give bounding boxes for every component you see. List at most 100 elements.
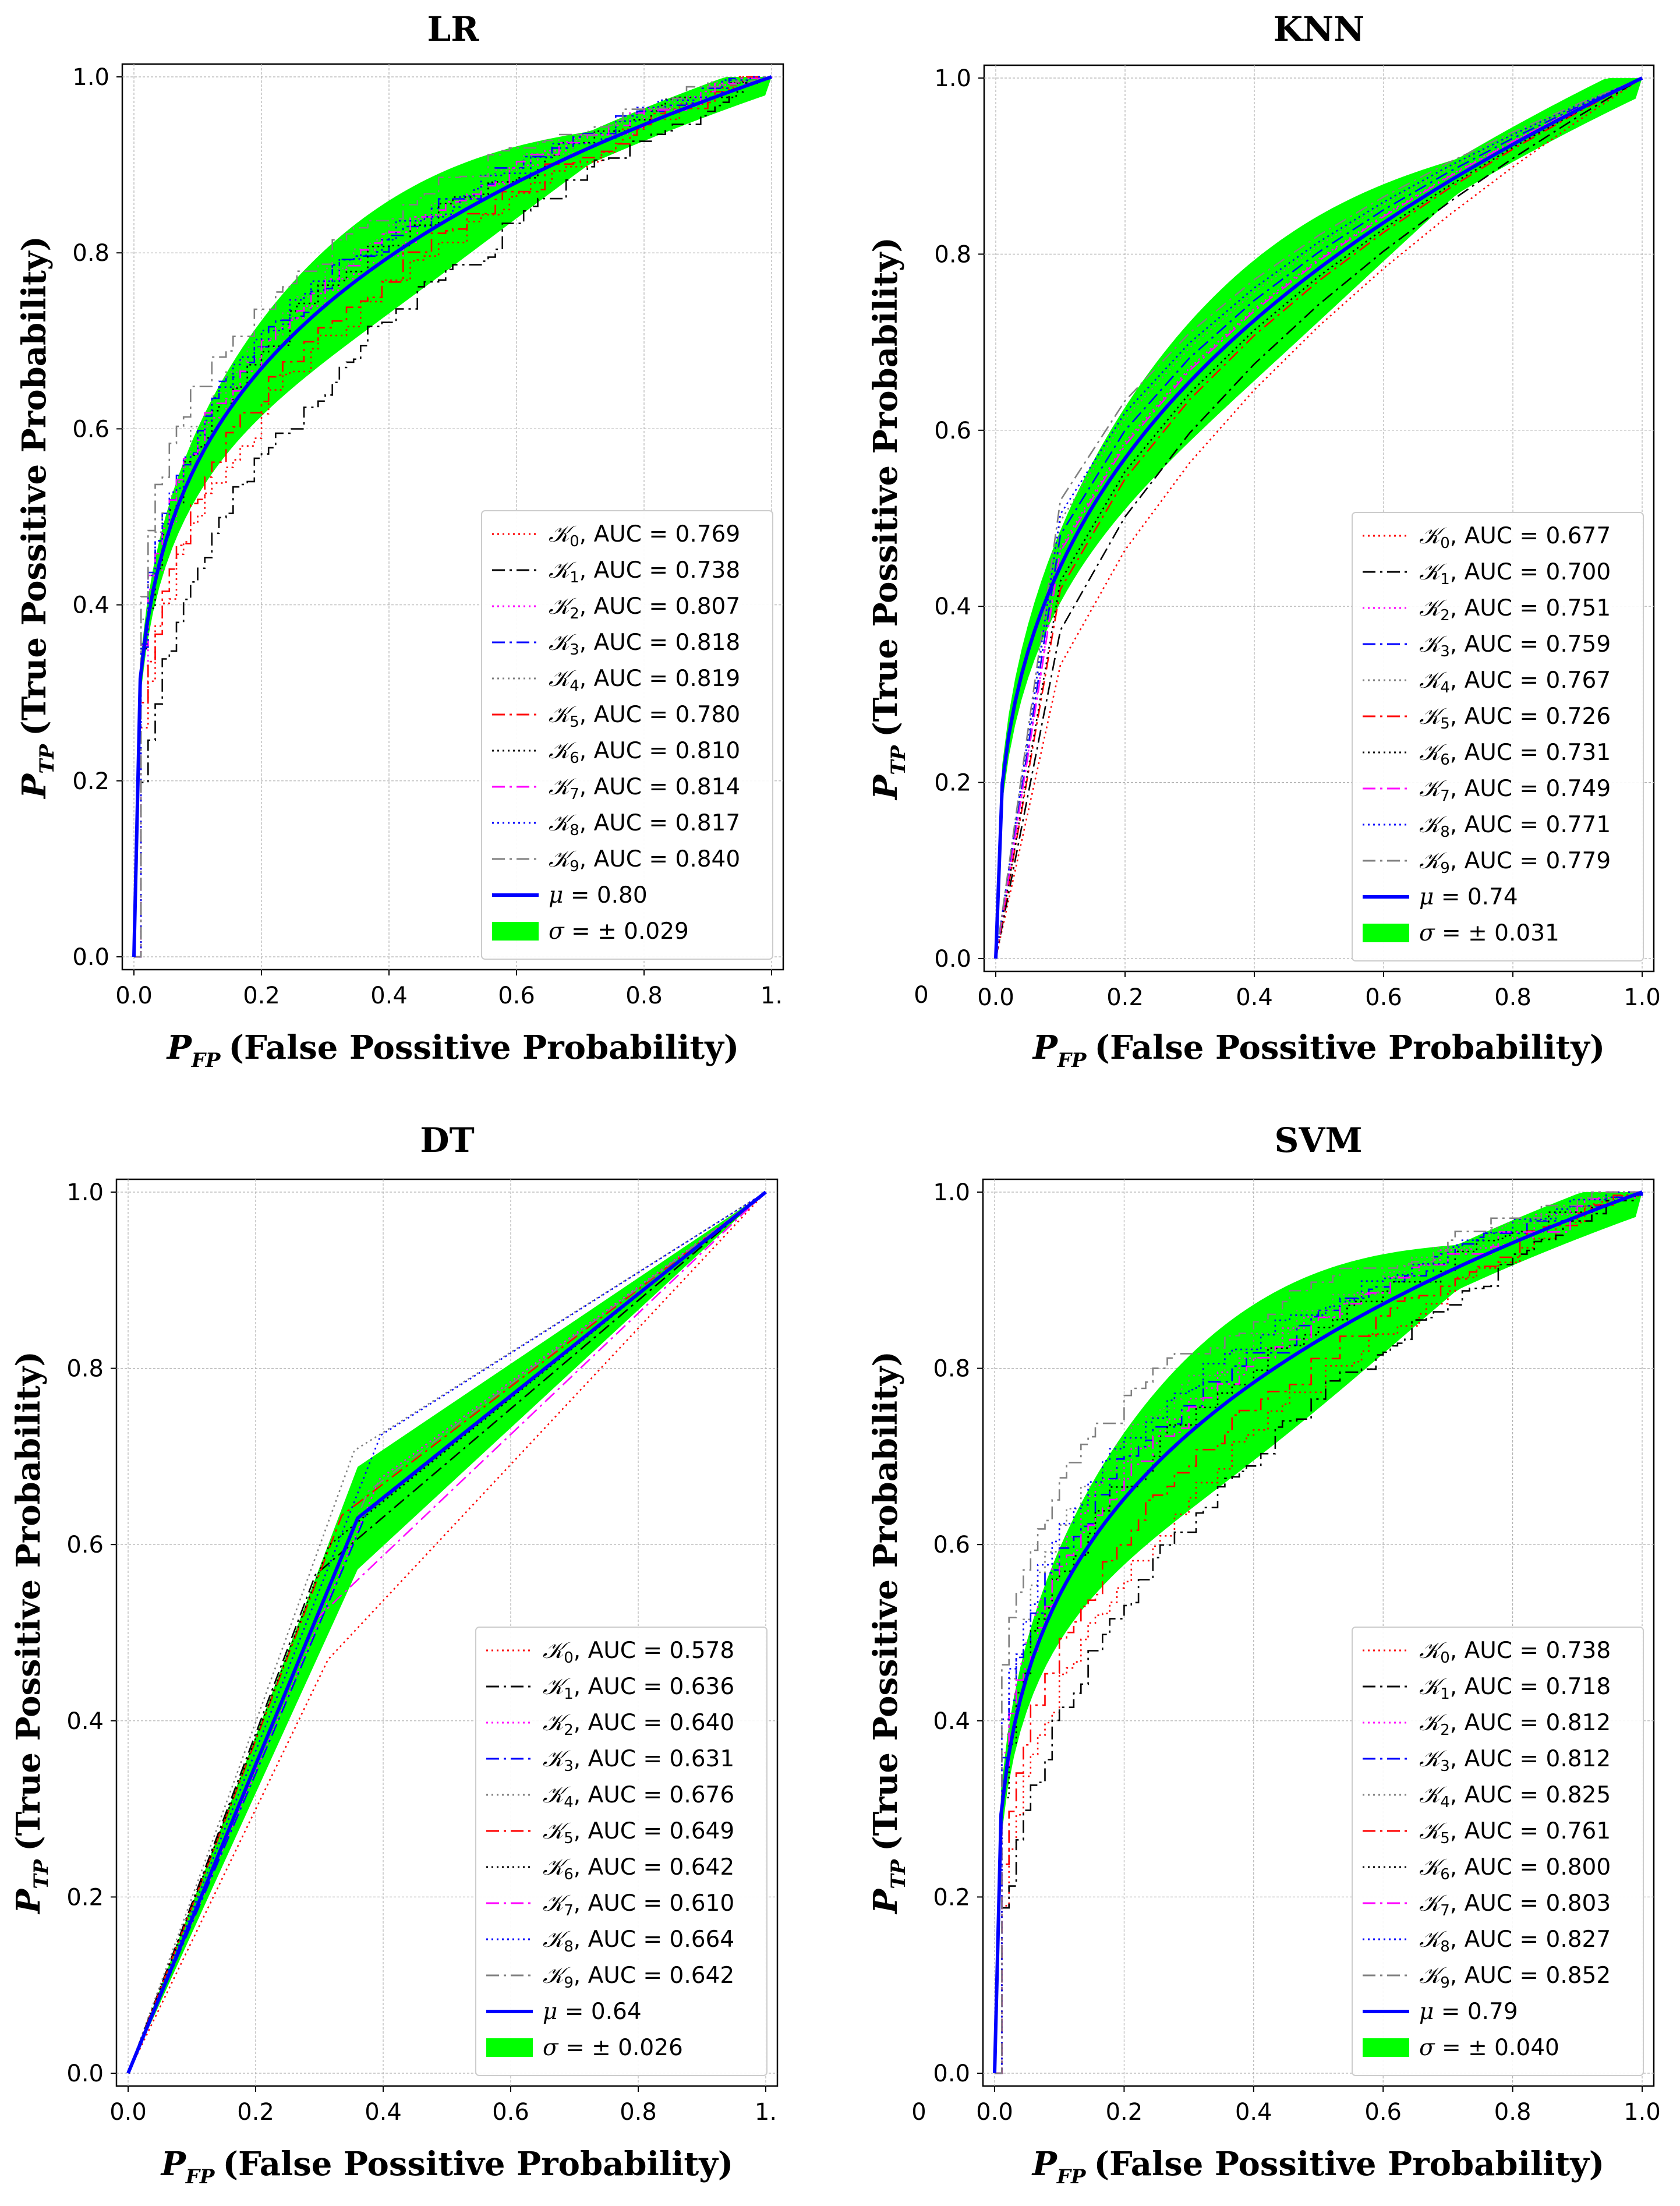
y-tick-label: 0.4 — [933, 1708, 970, 1735]
roc-curve-k3 — [127, 1191, 766, 2074]
legend-auc-prefix: , AUC = — [574, 1746, 670, 1772]
legend-subscript: 5 — [570, 713, 579, 731]
legend-auc-value: 0.852 — [1546, 1963, 1611, 1989]
legend-subscript: 8 — [564, 1938, 574, 1956]
chart-title: KNN — [1274, 9, 1364, 49]
roc-curve-k3 — [995, 77, 1643, 959]
legend-auc-prefix: , AUC = — [579, 846, 675, 872]
legend-label-k9: 𝒦9, AUC = 0.779 — [1419, 848, 1611, 877]
legend-subscript: 4 — [570, 677, 579, 695]
legend-label-k8: 𝒦8, AUC = 0.664 — [543, 1926, 734, 1956]
y-axis-text: (True Possitive Probability) — [9, 1351, 48, 1851]
legend-subscript: 0 — [1440, 1649, 1450, 1667]
legend-auc-prefix: , AUC = — [579, 666, 675, 692]
x-tick-label: 0.0 — [115, 982, 153, 1009]
legend-label-k7: 𝒦7, AUC = 0.814 — [549, 774, 740, 803]
roc-curve-k4 — [995, 77, 1643, 959]
legend-auc-prefix: , AUC = — [1450, 1746, 1546, 1772]
legend-label-k8: 𝒦8, AUC = 0.827 — [1419, 1926, 1611, 1956]
x-tick-label: 0.8 — [1494, 2099, 1532, 2126]
legend-auc-prefix: , AUC = — [574, 1854, 670, 1880]
legend-label-k1: 𝒦1, AUC = 0.700 — [1419, 559, 1611, 588]
legend-label-mean: μ = 0.79 — [1419, 1999, 1518, 2025]
roc-curve-k0 — [995, 77, 1643, 959]
mean-roc-curve — [126, 1190, 767, 2074]
x-tick-label: 0.2 — [1106, 2099, 1143, 2126]
roc-curve-k5 — [134, 76, 772, 958]
legend-auc-prefix: , AUC = — [574, 1926, 670, 1953]
legend-auc-prefix: , AUC = — [579, 557, 675, 584]
legend-label-mean: μ = 0.74 — [1419, 884, 1518, 910]
legend-auc-prefix: , AUC = — [1450, 595, 1546, 621]
legend-subscript: 4 — [1440, 679, 1450, 697]
legend-auc-value: 0.827 — [1546, 1926, 1611, 1953]
legend-label-std: σ = ± 0.031 — [1419, 920, 1559, 946]
legend-subscript: 2 — [1440, 1721, 1450, 1739]
legend-subscript: 3 — [1440, 1758, 1450, 1775]
legend-auc-prefix: , AUC = — [574, 1890, 670, 1917]
legend: 𝒦0, AUC = 0.677 𝒦1, AUC = 0.700 𝒦2, AUC = … — [1352, 512, 1644, 961]
std-band — [995, 1192, 1642, 2073]
legend-sigma: σ — [1419, 2035, 1435, 2061]
legend-auc-prefix: , AUC = — [1450, 1674, 1546, 1700]
x-tick-label: 0.4 — [1235, 2099, 1272, 2126]
legend-auc-value: 0.819 — [675, 666, 741, 692]
y-axis-subscript: TP — [887, 1858, 910, 1889]
x-axis-symbol: P — [160, 2145, 187, 2183]
legend-auc-value: 0.738 — [1546, 1638, 1611, 1664]
y-tick-label: 1.0 — [934, 65, 971, 92]
legend-auc-value: 0.814 — [675, 774, 741, 800]
legend-auc-value: 0.780 — [675, 702, 741, 728]
legend-auc-prefix: , AUC = — [1450, 631, 1546, 657]
y-tick-label: 0.4 — [934, 593, 971, 620]
legend-swatch-std — [1363, 924, 1409, 942]
legend-auc-prefix: , AUC = — [574, 1638, 670, 1664]
std-band — [996, 78, 1642, 959]
legend-label-k4: 𝒦4, AUC = 0.767 — [1419, 667, 1611, 697]
legend-auc-prefix: , AUC = — [579, 738, 675, 764]
legend-subscript: 1 — [1440, 1685, 1450, 1703]
legend-box — [1352, 512, 1644, 961]
roc-curve-k5 — [995, 1191, 1642, 2074]
legend-sigma-eq: = ± — [564, 918, 624, 945]
roc-curve-k6 — [995, 77, 1643, 959]
legend-auc-value: 0.677 — [1546, 523, 1611, 549]
legend-subscript: 0 — [564, 1649, 574, 1667]
legend-auc-prefix: , AUC = — [1450, 1890, 1546, 1917]
x-axis-text: (False Possitive Probability) — [229, 1028, 740, 1067]
legend-auc-prefix: , AUC = — [1450, 523, 1546, 549]
y-tick-label: 0.0 — [934, 946, 971, 973]
legend-auc-value: 0.779 — [1546, 848, 1611, 874]
legend-mu-value: 0.80 — [597, 882, 648, 908]
legend-auc-value: 0.749 — [1546, 776, 1611, 802]
y-axis-subscript: TP — [36, 743, 59, 773]
x-tick-label: 0.4 — [1236, 984, 1273, 1011]
legend-auc-value: 0.810 — [675, 738, 741, 764]
legend: 𝒦0, AUC = 0.769 𝒦1, AUC = 0.738 𝒦2, AUC = … — [481, 510, 773, 960]
legend-subscript: 4 — [1440, 1794, 1450, 1811]
x-tick-label: 0.8 — [1494, 984, 1532, 1011]
roc-curve-k8 — [134, 76, 772, 958]
roc-curve-k9 — [995, 77, 1643, 959]
legend-subscript: 9 — [570, 858, 579, 875]
legend-auc-prefix: , AUC = — [574, 1963, 670, 1989]
y-tick-label: 0.2 — [934, 770, 971, 797]
legend-subscript: 8 — [1440, 823, 1450, 841]
legend-mu-value: 0.79 — [1467, 1999, 1518, 2025]
x-axis-subscript: FP — [185, 2165, 215, 2189]
y-tick-label: 0.2 — [66, 1884, 104, 1911]
legend-swatch-std — [492, 922, 539, 941]
legend-box — [481, 510, 773, 960]
y-tick-label: 0.0 — [933, 2060, 970, 2087]
legend-label-k0: 𝒦0, AUC = 0.677 — [1419, 523, 1611, 552]
y-tick-label: 0.0 — [72, 944, 109, 971]
panel-knn: KNN 0.00.0 0.2 0.2 0.4 0.4 0.6 0.6 0.8 0.8 1.0 1.0 P… — [866, 9, 1661, 1072]
legend-auc-value: 0.825 — [1546, 1782, 1611, 1808]
x-axis-symbol: P — [1031, 2145, 1058, 2183]
x-axis-symbol: P — [166, 1028, 193, 1067]
legend-subscript: 1 — [570, 569, 579, 586]
legend-auc-value: 0.807 — [675, 593, 741, 620]
legend-auc-prefix: , AUC = — [1450, 1638, 1546, 1664]
